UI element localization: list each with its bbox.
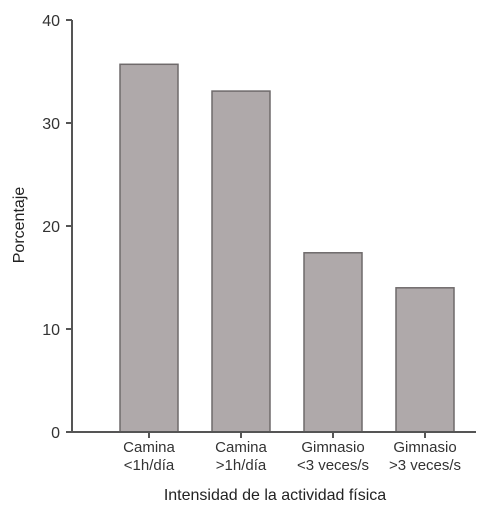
x-category-label-line2: <1h/día — [124, 457, 175, 474]
y-axis-title: Porcentaje — [11, 187, 28, 264]
x-category-label-line1: Gimnasio — [301, 439, 364, 456]
bar-3 — [303, 252, 363, 433]
y-tick-label: 10 — [42, 322, 60, 339]
y-tick-label: 40 — [42, 13, 60, 30]
bar-2 — [211, 90, 271, 433]
bar-1 — [119, 63, 179, 433]
x-category-label-line2: >3 veces/s — [389, 457, 461, 474]
bars-group — [119, 63, 455, 433]
y-tick-label: 0 — [51, 425, 60, 442]
y-tick-label: 30 — [42, 116, 60, 133]
x-category-label-line2: <3 veces/s — [297, 457, 369, 474]
y-tick-label: 20 — [42, 219, 60, 236]
x-axis-title: Intensidad de la actividad física — [164, 487, 386, 504]
bar-4 — [395, 287, 455, 433]
y-ticks-group: 0 10 20 30 40 — [42, 13, 72, 442]
x-category-label-line2: >1h/día — [216, 457, 267, 474]
x-category-label-line1: Camina — [215, 439, 267, 456]
x-category-label-line1: Gimnasio — [393, 439, 456, 456]
x-category-label-line1: Camina — [123, 439, 175, 456]
